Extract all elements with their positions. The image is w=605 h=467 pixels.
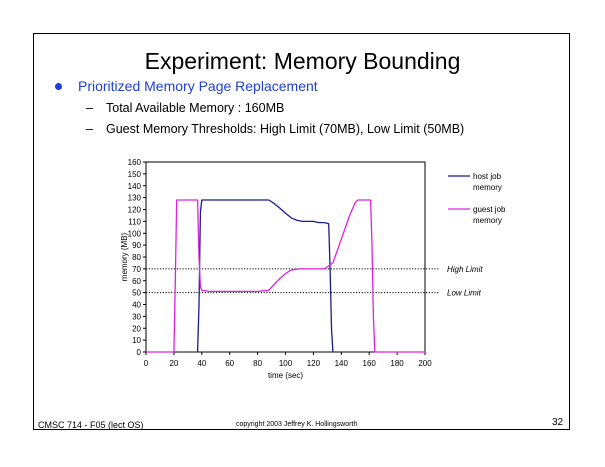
x-tick-label: 160 (363, 359, 377, 368)
x-axis-label: time (sec) (268, 371, 303, 380)
legend-label: host job (473, 172, 502, 181)
y-tick-label: 130 (128, 194, 142, 203)
x-tick-label: 140 (335, 359, 349, 368)
y-axis-label: memory (MB) (120, 232, 129, 281)
y-tick-label: 10 (132, 336, 141, 345)
y-tick-label: 60 (132, 277, 141, 286)
dash-icon: – (86, 122, 93, 136)
slide-title: Experiment: Memory Bounding (144, 48, 461, 74)
x-tick-label: 200 (418, 359, 432, 368)
y-tick-label: 140 (128, 182, 142, 191)
y-tick-label: 80 (132, 253, 141, 262)
y-tick-label: 120 (128, 206, 142, 215)
bullet-text: Prioritized Memory Page Replacement (78, 78, 318, 94)
x-tick-label: 0 (144, 359, 149, 368)
reference-line-label: Low Limit (447, 289, 482, 298)
x-tick-label: 180 (390, 359, 404, 368)
footer-copyright: copyright 2003 Jeffrey K. Hollingsworth (236, 421, 358, 428)
x-tick-label: 20 (169, 359, 178, 368)
y-tick-label: 150 (128, 170, 142, 179)
subbullet-total-memory: – Total Available Memory : 160MB (86, 101, 284, 115)
series-line (146, 199, 425, 353)
y-tick-label: 110 (128, 217, 141, 226)
x-tick-label: 120 (307, 359, 321, 368)
page-number: 32 (552, 417, 564, 428)
y-tick-label: 70 (132, 265, 141, 274)
y-tick-label: 0 (137, 348, 142, 357)
slide-frame (33, 33, 570, 430)
y-tick-label: 50 (132, 289, 141, 298)
y-tick-label: 30 (132, 312, 141, 321)
x-tick-label: 60 (225, 359, 234, 368)
y-tick-label: 100 (128, 229, 142, 238)
subbullet-text: Guest Memory Thresholds: High Limit (70M… (106, 122, 465, 136)
reference-line-label: High Limit (447, 265, 483, 274)
plot-area (145, 161, 426, 353)
series-line (196, 199, 334, 353)
bullet-dot-icon (55, 83, 62, 90)
legend-label: memory (473, 183, 502, 192)
legend-label: guest job (473, 205, 506, 214)
x-tick-label: 40 (197, 359, 206, 368)
subbullet-text: Total Available Memory : 160MB (106, 101, 285, 115)
x-tick-label: 100 (279, 359, 293, 368)
y-tick-label: 90 (132, 241, 141, 250)
y-tick-label: 160 (128, 158, 142, 167)
y-tick-label: 40 (132, 301, 141, 310)
dash-icon: – (86, 101, 93, 115)
legend-label: memory (473, 216, 502, 225)
x-tick-label: 80 (253, 359, 262, 368)
y-tick-label: 20 (132, 324, 141, 333)
footer-course: CMSC 714 - F05 (lect OS) (38, 420, 144, 430)
subbullet-thresholds: – Guest Memory Thresholds: High Limit (70… (86, 122, 464, 136)
